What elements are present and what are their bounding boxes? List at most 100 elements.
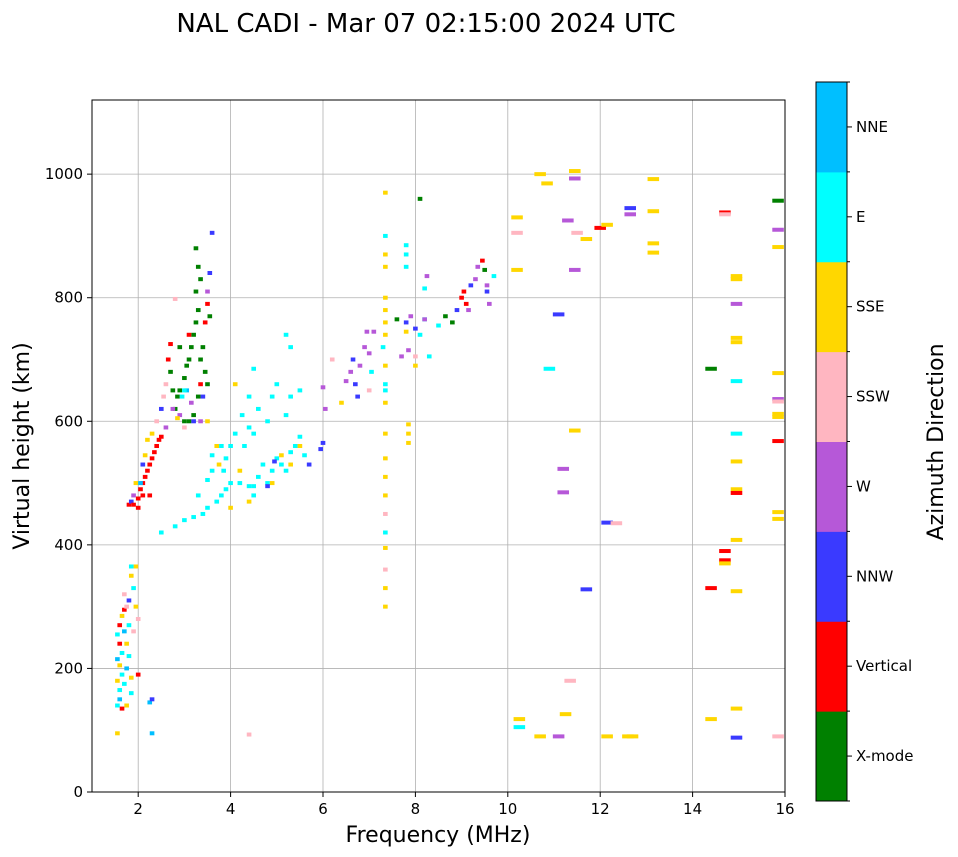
point-x-mode — [177, 388, 183, 393]
point-nnw — [149, 697, 155, 702]
point-sse — [205, 419, 210, 424]
point-sse — [626, 734, 639, 739]
point-x-mode — [207, 314, 213, 319]
point-e — [246, 425, 252, 430]
point-vertical — [135, 496, 141, 501]
y-axis-label: Virtual height (km) — [10, 342, 35, 549]
colorbar-tick-label: NNE — [856, 118, 888, 136]
point-e — [119, 650, 125, 655]
point-vertical — [156, 437, 162, 442]
point-sse — [383, 586, 388, 591]
point-e — [426, 354, 432, 359]
point-vertical — [730, 490, 743, 495]
point-e — [297, 434, 303, 439]
point-ssw — [571, 230, 583, 235]
point-nnw — [468, 283, 474, 288]
plot-frame — [91, 99, 786, 793]
point-nnw — [320, 440, 326, 445]
point-e — [209, 453, 215, 458]
point-sse — [383, 320, 388, 325]
point-x-mode — [191, 413, 196, 418]
point-sse — [383, 456, 388, 461]
point-x-mode — [205, 382, 210, 387]
point-w — [569, 176, 581, 181]
point-w — [343, 379, 349, 384]
point-nnw — [552, 312, 565, 317]
point-x-mode — [175, 394, 180, 399]
point-sse — [383, 252, 388, 257]
y-tick-label: 600 — [54, 412, 83, 430]
point-nne — [149, 731, 155, 736]
point-x-mode — [186, 419, 192, 424]
point-sse — [730, 340, 743, 345]
point-nnw — [265, 484, 270, 489]
point-nne — [122, 629, 127, 634]
point-sse — [117, 663, 123, 668]
point-sse — [772, 516, 784, 521]
point-sse — [569, 428, 581, 433]
point-e — [205, 505, 210, 510]
point-nnw — [306, 462, 312, 467]
point-sse — [730, 277, 743, 282]
point-e — [288, 345, 293, 350]
point-w — [562, 218, 574, 223]
point-w — [198, 419, 203, 424]
point-e — [403, 252, 409, 257]
point-x-mode — [705, 366, 717, 371]
point-sse — [730, 487, 743, 492]
point-ssw — [131, 629, 136, 634]
point-vertical — [140, 493, 146, 498]
point-ssw — [610, 521, 623, 526]
point-x-mode — [195, 394, 201, 399]
x-tick-label: 8 — [411, 800, 421, 818]
point-w — [475, 264, 481, 269]
point-x-mode — [198, 357, 203, 362]
point-w — [624, 212, 637, 217]
point-e — [131, 586, 136, 591]
point-w — [406, 348, 411, 353]
point-sse — [133, 604, 139, 609]
x-tick-label: 16 — [775, 800, 794, 818]
point-vertical — [594, 225, 606, 230]
point-sse — [730, 537, 743, 542]
point-w — [466, 308, 471, 313]
colorbar-tick-label: SSW — [856, 388, 890, 406]
point-w — [357, 363, 363, 368]
point-nnw — [209, 230, 215, 235]
point-sse — [541, 181, 553, 186]
point-sse — [279, 453, 284, 458]
point-e — [126, 623, 132, 628]
point-nne — [147, 700, 153, 705]
point-sse — [406, 440, 411, 445]
point-nnw — [624, 206, 637, 211]
point-x-mode — [182, 419, 187, 424]
point-vertical — [719, 558, 731, 563]
point-nnw — [158, 406, 164, 411]
point-sse — [730, 706, 743, 711]
point-ssw — [413, 354, 418, 359]
point-sse — [383, 493, 388, 498]
point-ssw — [383, 511, 388, 516]
point-x-mode — [184, 363, 190, 368]
colorbar-segment-ssw — [816, 351, 847, 442]
point-x-mode — [193, 246, 199, 251]
point-x-mode — [182, 376, 187, 381]
point-e — [246, 394, 252, 399]
point-ssw — [719, 212, 731, 217]
point-e — [269, 468, 275, 473]
point-sse — [772, 414, 784, 419]
point-e — [403, 264, 409, 269]
point-e — [288, 394, 293, 399]
point-x-mode — [177, 345, 183, 350]
point-vertical — [117, 623, 123, 628]
point-e — [383, 530, 388, 535]
point-nnw — [207, 271, 213, 275]
point-e — [223, 456, 229, 461]
point-e — [269, 394, 275, 399]
point-e — [237, 481, 243, 486]
point-vertical — [135, 505, 141, 510]
point-vertical — [122, 607, 127, 612]
colorbar-segment-nne — [816, 82, 847, 173]
point-sse — [601, 734, 613, 739]
